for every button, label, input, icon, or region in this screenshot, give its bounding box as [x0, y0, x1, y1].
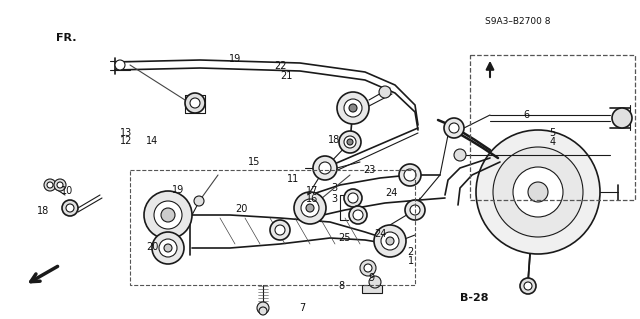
Circle shape [294, 192, 326, 224]
Circle shape [185, 93, 205, 113]
Circle shape [513, 167, 563, 217]
Circle shape [301, 199, 319, 217]
Circle shape [66, 204, 74, 212]
Text: 17: 17 [306, 186, 318, 196]
Circle shape [348, 193, 358, 203]
Circle shape [152, 232, 184, 264]
Circle shape [379, 86, 391, 98]
Circle shape [344, 189, 362, 207]
Bar [130, 170, 415, 285]
Text: 23: 23 [364, 165, 376, 175]
Text: 14: 14 [146, 136, 158, 146]
Text: 8: 8 [338, 280, 344, 291]
Circle shape [144, 191, 192, 239]
Text: 6: 6 [524, 110, 530, 121]
Circle shape [164, 244, 172, 252]
Circle shape [257, 302, 269, 314]
Text: 3: 3 [332, 194, 338, 204]
Text: 2: 2 [408, 247, 414, 257]
Circle shape [47, 182, 53, 188]
Circle shape [115, 60, 125, 70]
Text: 11: 11 [287, 174, 299, 184]
Circle shape [349, 206, 367, 224]
Text: 18: 18 [37, 205, 49, 216]
Circle shape [344, 136, 356, 148]
Circle shape [399, 164, 421, 186]
Text: 24: 24 [385, 188, 397, 198]
Text: B-28: B-28 [460, 293, 488, 303]
Circle shape [388, 233, 402, 247]
Circle shape [381, 232, 399, 250]
Circle shape [161, 208, 175, 222]
Circle shape [159, 239, 177, 257]
Bar [470, 55, 635, 200]
Circle shape [454, 149, 466, 161]
Circle shape [528, 182, 548, 202]
Circle shape [275, 225, 285, 235]
Circle shape [364, 264, 372, 272]
Circle shape [410, 205, 420, 215]
Text: 5: 5 [549, 128, 556, 138]
Text: 3: 3 [332, 182, 338, 193]
Circle shape [44, 179, 56, 191]
Text: 10: 10 [61, 186, 73, 197]
Bar [362, 285, 382, 293]
Circle shape [449, 123, 459, 133]
Circle shape [313, 156, 337, 180]
Circle shape [306, 204, 314, 212]
Circle shape [190, 98, 200, 108]
Text: 12: 12 [120, 136, 132, 146]
Text: 20: 20 [146, 242, 158, 252]
Circle shape [337, 92, 369, 124]
Circle shape [374, 225, 406, 257]
Circle shape [154, 201, 182, 229]
Circle shape [520, 278, 536, 294]
Circle shape [444, 118, 464, 138]
Text: 18: 18 [328, 135, 340, 145]
Text: 25: 25 [338, 233, 351, 243]
Text: 9: 9 [368, 272, 374, 283]
Circle shape [344, 99, 362, 117]
Circle shape [62, 200, 78, 216]
Text: 4: 4 [549, 137, 556, 147]
Circle shape [339, 131, 361, 153]
Text: 15: 15 [248, 157, 260, 167]
Circle shape [369, 276, 381, 288]
Text: 21: 21 [280, 71, 292, 81]
Text: 16: 16 [306, 194, 318, 204]
Text: 20: 20 [236, 204, 248, 214]
Text: 13: 13 [120, 128, 132, 138]
Circle shape [57, 182, 63, 188]
Circle shape [194, 196, 204, 206]
Text: 19: 19 [172, 185, 184, 195]
Circle shape [386, 237, 394, 245]
Circle shape [270, 220, 290, 240]
Text: S9A3–B2700 8: S9A3–B2700 8 [485, 17, 550, 26]
Circle shape [353, 210, 363, 220]
Circle shape [405, 200, 425, 220]
Circle shape [493, 147, 583, 237]
Circle shape [349, 104, 357, 112]
Circle shape [347, 139, 353, 145]
Circle shape [259, 307, 267, 315]
Text: 1: 1 [408, 256, 414, 266]
Circle shape [54, 179, 66, 191]
Circle shape [524, 282, 532, 290]
Circle shape [404, 169, 416, 181]
Circle shape [476, 130, 600, 254]
Text: 24: 24 [374, 229, 387, 240]
Text: 22: 22 [274, 61, 287, 71]
Circle shape [319, 162, 331, 174]
Text: FR.: FR. [56, 33, 77, 43]
Circle shape [360, 260, 376, 276]
Text: 19: 19 [229, 54, 241, 64]
Circle shape [612, 108, 632, 128]
Text: 7: 7 [300, 303, 306, 313]
